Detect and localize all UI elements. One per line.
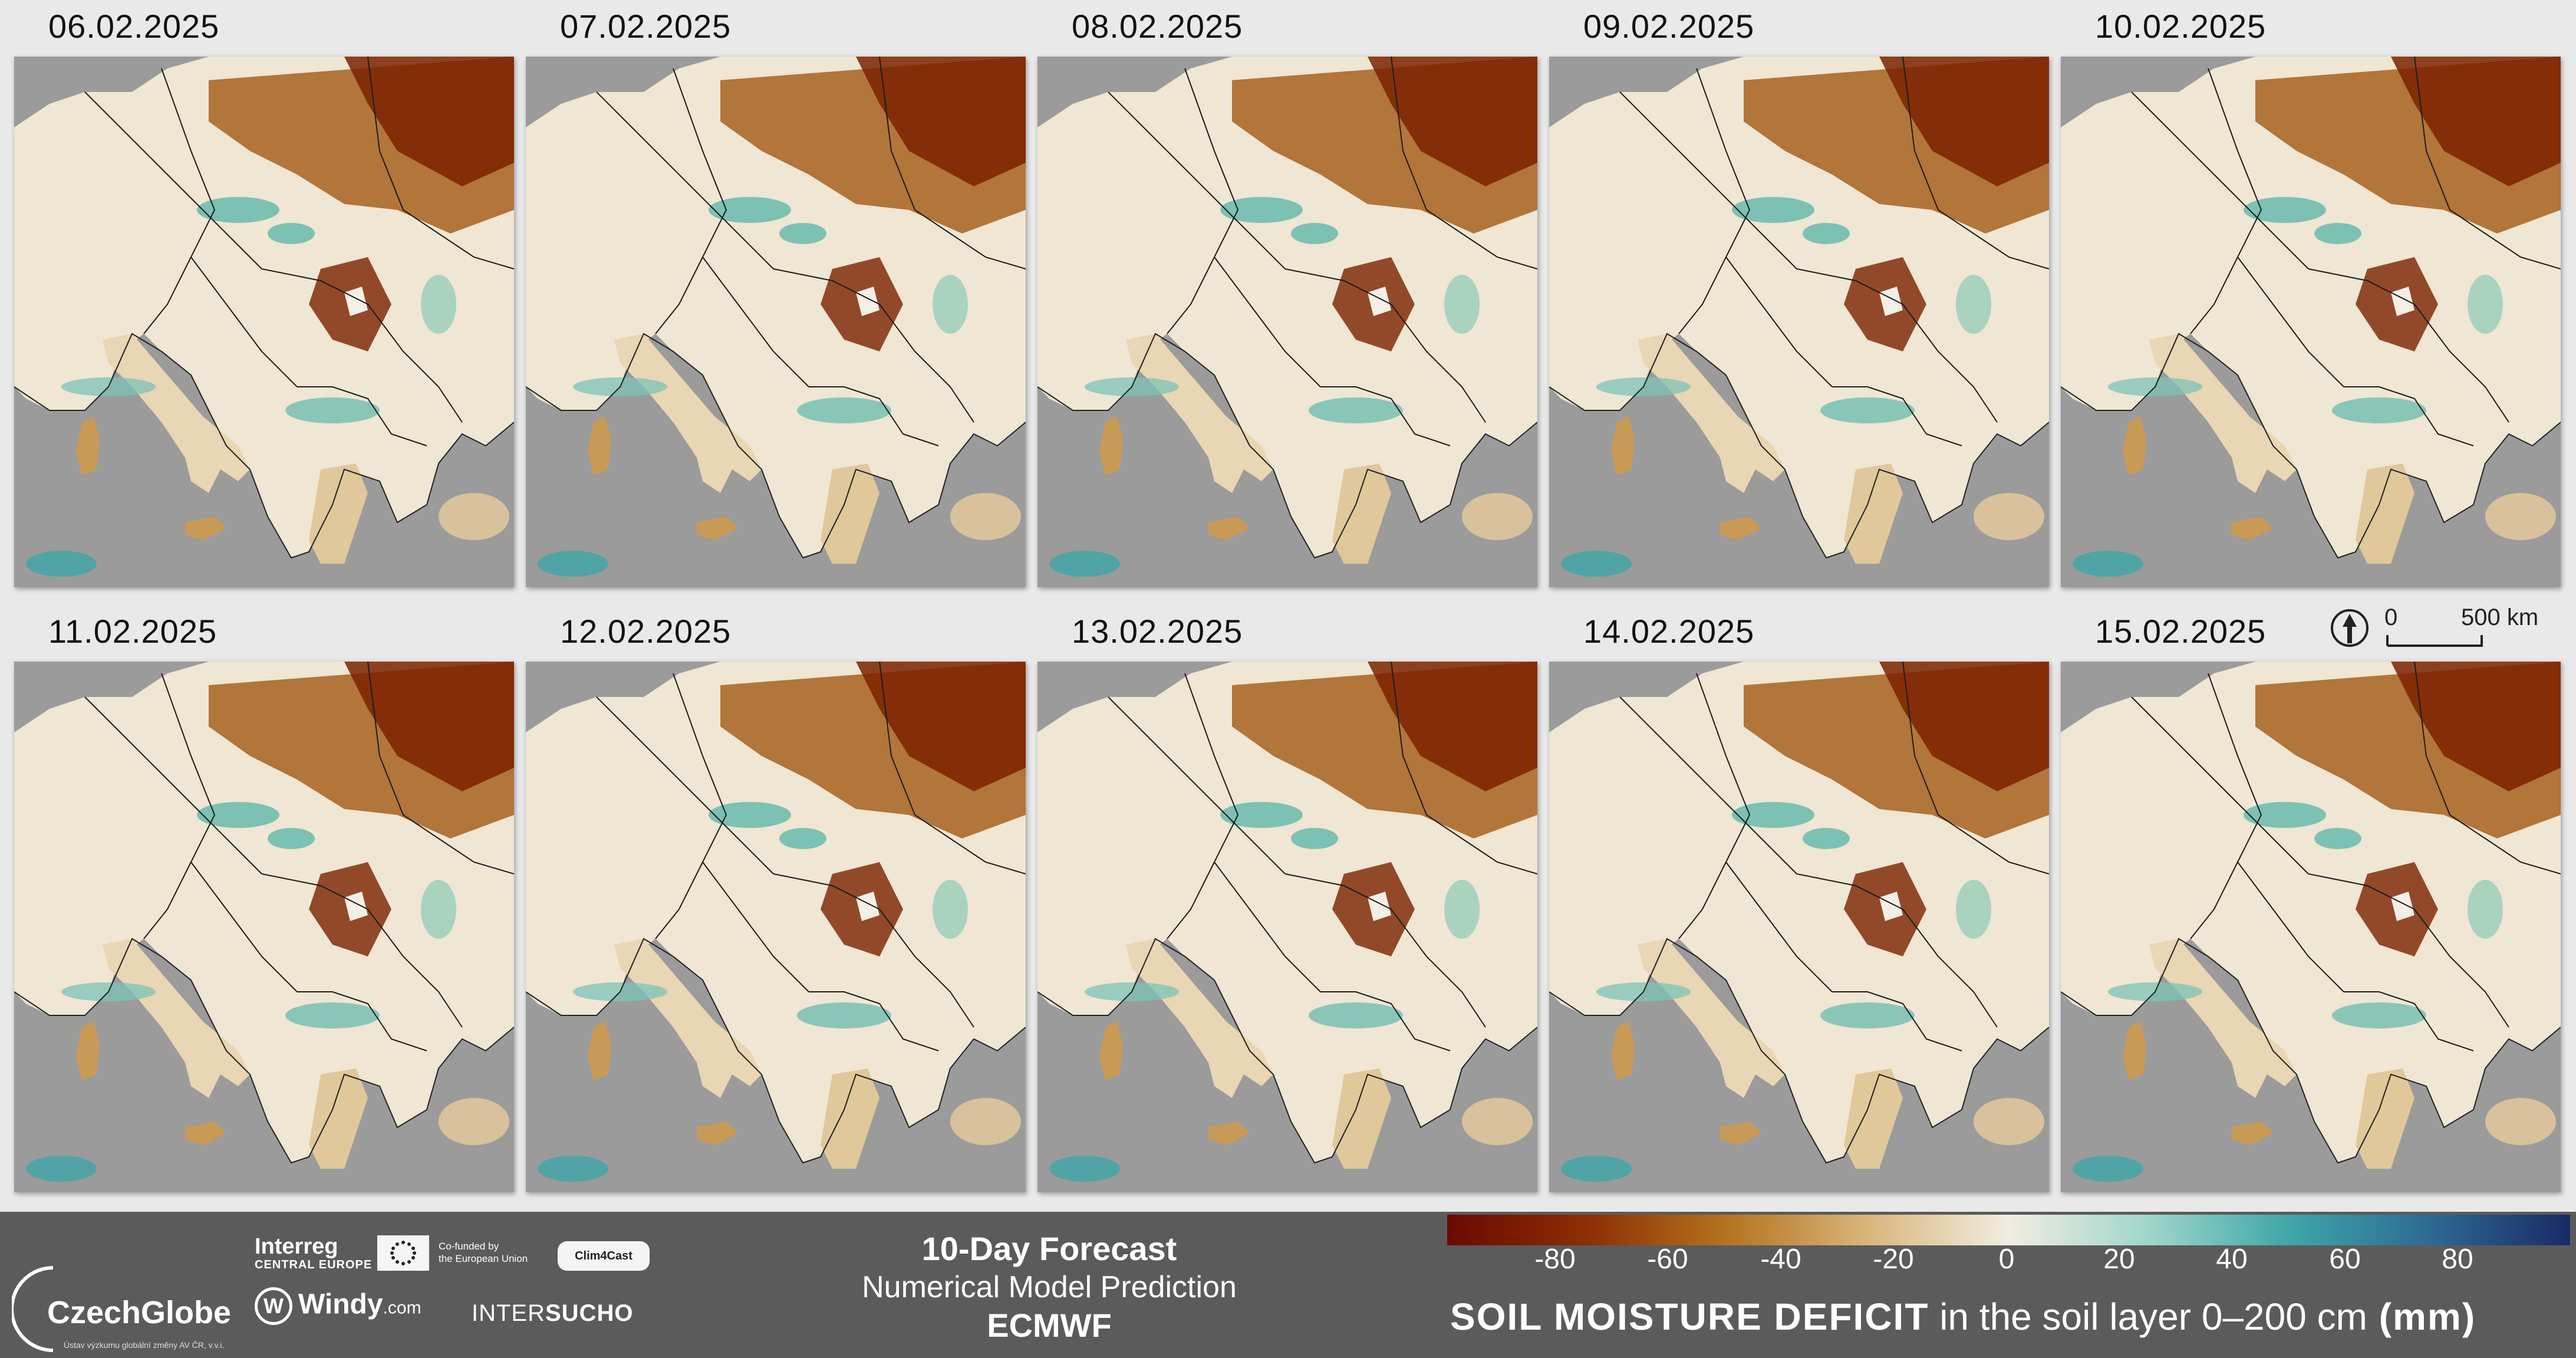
colorbar-ticks: -80 -60 -40 -20 0 20 40 60 80 <box>1447 1243 2570 1278</box>
forecast-model: ECMWF <box>987 1307 1112 1344</box>
soil-moisture-map <box>1549 57 2049 587</box>
map-panel: 06.02.2025 <box>14 8 514 587</box>
panel-date: 13.02.2025 <box>1072 613 1243 650</box>
colorbar-tick: 0 <box>1998 1244 2015 1275</box>
colorbar-tick: -80 <box>1534 1244 1576 1275</box>
colorbar-tick: -20 <box>1873 1244 1914 1275</box>
panel-date: 12.02.2025 <box>560 613 732 650</box>
panel-date: 14.02.2025 <box>1583 613 1755 650</box>
interreg-name: Interreg <box>255 1234 338 1259</box>
cofunded-line-2: the European Union <box>439 1253 528 1264</box>
soil-moisture-map <box>1037 57 1537 587</box>
czechglobe-name: CzechGlobe <box>47 1295 232 1330</box>
legend-title-unit: (mm) <box>2367 1295 2476 1338</box>
map-panel: 09.02.2025 <box>1549 8 2049 587</box>
intersucho-part-1: INTER <box>472 1300 545 1326</box>
soil-moisture-map <box>1549 662 2049 1192</box>
panel-date: 15.02.2025 <box>2095 613 2267 650</box>
legend-title-rest: in the soil layer 0–200 cm <box>1929 1295 2367 1338</box>
colorbar-tick: -40 <box>1760 1244 1801 1275</box>
forecast-title: 10-Day Forecast <box>921 1230 1177 1267</box>
cofunded-text: Co-funded by the European Union <box>439 1240 528 1265</box>
soil-moisture-map <box>526 57 1026 587</box>
czechglobe-arc-icon <box>12 1266 54 1352</box>
map-panel: 12.02.2025 <box>526 613 1026 1192</box>
czechglobe-logo: CzechGlobe Ústav výzkumu globální změny … <box>12 1241 236 1353</box>
panel-date: 11.02.2025 <box>48 613 218 650</box>
windy-w-icon: W <box>255 1287 292 1325</box>
soil-moisture-map <box>526 662 1026 1192</box>
soil-moisture-map <box>14 57 514 587</box>
map-panel: 15.02.2025 <box>2061 613 2561 1192</box>
colorbar-tick: 20 <box>2103 1244 2135 1275</box>
scale-distance-label: 500 km <box>2461 604 2539 630</box>
north-arrow-icon <box>2331 609 2483 647</box>
panel-date: 07.02.2025 <box>560 8 732 45</box>
panel-date: 09.02.2025 <box>1583 8 1755 45</box>
map-panel: 13.02.2025 <box>1037 613 1537 1192</box>
colorbar <box>1447 1215 2570 1245</box>
windy-logo: W Windy.com <box>255 1287 421 1325</box>
interreg-logo: Interreg CENTRAL EUROPE <box>255 1234 372 1272</box>
cofunded-line-1: Co-funded by <box>439 1241 499 1252</box>
panel-date: 08.02.2025 <box>1072 8 1243 45</box>
soil-moisture-map <box>2061 662 2561 1192</box>
panel-date: 10.02.2025 <box>2095 8 2267 45</box>
eu-flag-icon <box>377 1235 429 1271</box>
clim4cast-logo: Clim4Cast <box>558 1241 650 1271</box>
colorbar-tick: 60 <box>2329 1244 2361 1275</box>
map-panel: 11.02.2025 <box>14 613 514 1192</box>
windy-domain: .com <box>383 1298 421 1318</box>
czechglobe-subtitle: Ústav výzkumu globální změny AV ČR, v.v.… <box>64 1340 225 1350</box>
panel-date: 06.02.2025 <box>48 8 220 45</box>
forecast-subtitle: Numerical Model Prediction <box>862 1270 1237 1304</box>
soil-moisture-map <box>2061 57 2561 587</box>
colorbar-tick: -60 <box>1647 1244 1688 1275</box>
map-grid: 06.02.2025 07.02.2025 08.02.2025 09.02.2… <box>0 8 2576 1212</box>
intersucho-logo: INTERSUCHO <box>472 1300 633 1327</box>
soil-moisture-map <box>1037 662 1537 1192</box>
legend-title: SOIL MOISTURE DEFICIT in the soil layer … <box>1450 1295 2476 1339</box>
soil-moisture-map <box>14 662 514 1192</box>
legend-title-bold: SOIL MOISTURE DEFICIT <box>1450 1295 1929 1338</box>
map-panel: 10.02.2025 <box>2061 8 2561 587</box>
interreg-subtitle: CENTRAL EUROPE <box>255 1258 373 1271</box>
scale-bar: 0 500 km <box>2328 604 2558 652</box>
map-panel: 14.02.2025 <box>1549 613 2049 1192</box>
windy-name: Windy <box>298 1288 383 1320</box>
intersucho-part-2: SUCHO <box>545 1300 634 1326</box>
map-panel: 08.02.2025 <box>1037 8 1537 587</box>
colorbar-tick: 80 <box>2442 1244 2473 1275</box>
scale-zero-label: 0 <box>2384 604 2398 630</box>
map-panel: 07.02.2025 <box>526 8 1026 587</box>
colorbar-tick: 40 <box>2216 1244 2248 1275</box>
